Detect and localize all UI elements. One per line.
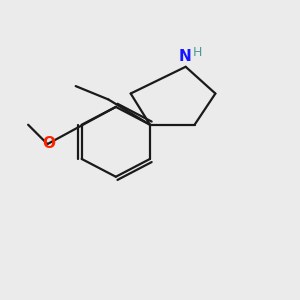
Text: H: H — [193, 46, 202, 59]
Text: O: O — [42, 136, 55, 151]
Text: N: N — [178, 50, 191, 64]
